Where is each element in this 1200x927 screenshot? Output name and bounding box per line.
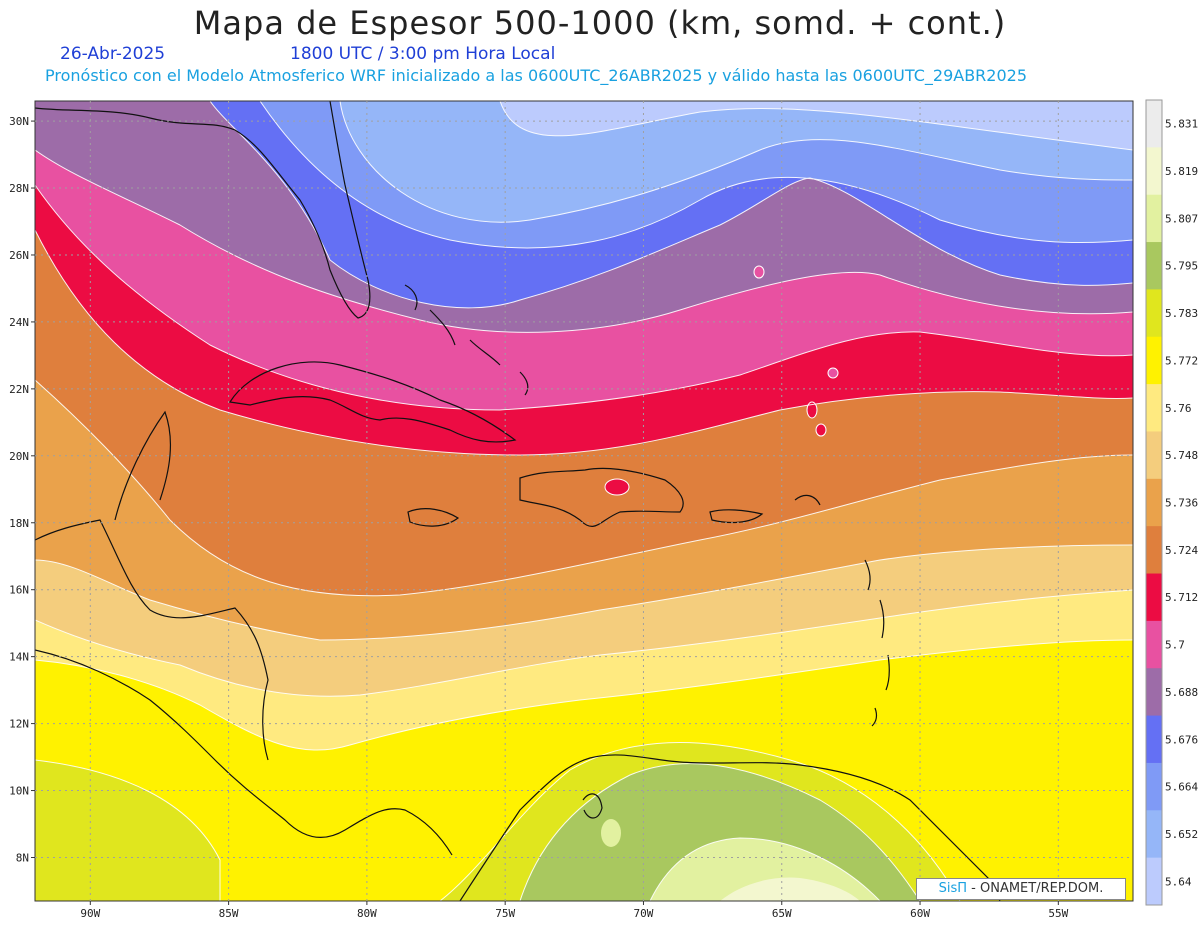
colorbar-swatch xyxy=(1146,100,1162,148)
map-date: 26-Abr-2025 xyxy=(60,44,166,64)
coastlines xyxy=(35,101,1001,901)
colorbar-swatch xyxy=(1146,194,1162,243)
colorbar-label: 5.712 xyxy=(1165,591,1198,604)
colorbar-label: 5.688 xyxy=(1165,686,1198,699)
credit-text: - ONAMET/REP.DOM. xyxy=(967,881,1104,896)
colorbar-swatch xyxy=(1146,384,1162,432)
colorbar-label: 5.7 xyxy=(1165,639,1185,652)
map-frame xyxy=(34,100,1134,902)
colorbar-label: 5.676 xyxy=(1165,733,1198,746)
lon-label: 55W xyxy=(1048,907,1068,920)
colorbar-swatch xyxy=(1146,289,1162,338)
colorbar-swatch xyxy=(1146,810,1162,859)
lat-label: 28N xyxy=(9,182,29,195)
lat-label: 16N xyxy=(9,584,29,597)
credit-box: SisΠ - ONAMET/REP.DOM. xyxy=(916,878,1126,900)
lat-label: 12N xyxy=(9,718,29,731)
colorbar-label: 5.748 xyxy=(1165,449,1198,462)
lat-label: 20N xyxy=(9,450,29,463)
lat-label: 30N xyxy=(9,115,29,128)
colorbar-frame xyxy=(1145,99,1163,906)
lon-label: 90W xyxy=(80,907,100,920)
colorbar-label: 5.652 xyxy=(1165,828,1198,841)
lat-label: 22N xyxy=(9,383,29,396)
longitude-labels: 90W 85W 80W 75W 70W 65W 60W 55W xyxy=(80,907,1068,920)
colorbar-label: 5.724 xyxy=(1165,544,1198,557)
colorbar-label: 5.64 xyxy=(1165,875,1192,888)
latitude-labels: 30N 28N 26N 24N 22N 20N 18N 16N 14N 12N 10N 8N xyxy=(9,115,29,864)
colorbar-swatch xyxy=(1146,478,1162,527)
colorbar-swatch xyxy=(1146,242,1162,290)
lat-label: 24N xyxy=(9,316,29,329)
colorbar-label: 5.664 xyxy=(1165,781,1198,794)
lon-label: 85W xyxy=(219,907,239,920)
colorbar-swatch xyxy=(1146,620,1162,669)
colorbar: 5.831 5.819 5.807 5.795 5.783 5.772 5.76 5.748 5… xyxy=(1145,99,1198,906)
thickness-map: 30N 28N 26N 24N 22N 20N 18N 16N 14N 12N 10N 8N 90W 8… xyxy=(9,99,1198,920)
lon-label: 60W xyxy=(910,907,930,920)
lat-label: 18N xyxy=(9,517,29,530)
map-time: 1800 UTC / 3:00 pm Hora Local xyxy=(290,44,556,64)
colorbar-swatch xyxy=(1146,715,1162,764)
map-title: Mapa de Espesor 500-1000 (km, somd. + co… xyxy=(193,4,1007,42)
colorbar-swatch xyxy=(1146,526,1162,575)
credit-brand: SisΠ xyxy=(938,881,968,896)
colorbar-label: 5.772 xyxy=(1165,354,1198,367)
lon-label: 70W xyxy=(634,907,654,920)
colorbar-label: 5.783 xyxy=(1165,307,1198,320)
colorbar-label: 5.795 xyxy=(1165,260,1198,273)
colorbar-label: 5.831 xyxy=(1165,118,1198,131)
colorbar-swatch xyxy=(1146,336,1162,385)
lon-label: 75W xyxy=(495,907,515,920)
lat-label: 26N xyxy=(9,249,29,262)
colorbar-swatch xyxy=(1146,147,1162,196)
colorbar-swatch xyxy=(1146,668,1162,717)
lat-label: 10N xyxy=(9,785,29,798)
colorbar-label: 5.807 xyxy=(1165,212,1198,225)
colorbar-swatch xyxy=(1146,762,1162,811)
lat-label: 14N xyxy=(9,651,29,664)
colorbar-label: 5.76 xyxy=(1165,402,1192,415)
colorbar-label: 5.819 xyxy=(1165,165,1198,178)
colorbar-label: 5.736 xyxy=(1165,497,1198,510)
lat-label: 8N xyxy=(16,851,29,864)
forecast-description: Pronóstico con el Modelo Atmosferico WRF… xyxy=(45,66,1028,85)
graticule xyxy=(31,101,1133,905)
colorbar-swatch xyxy=(1146,573,1162,622)
lon-label: 80W xyxy=(357,907,377,920)
colorbar-swatch xyxy=(1146,431,1162,480)
lon-label: 65W xyxy=(772,907,792,920)
colorbar-swatch xyxy=(1146,857,1162,906)
thickness-field xyxy=(35,101,1133,901)
